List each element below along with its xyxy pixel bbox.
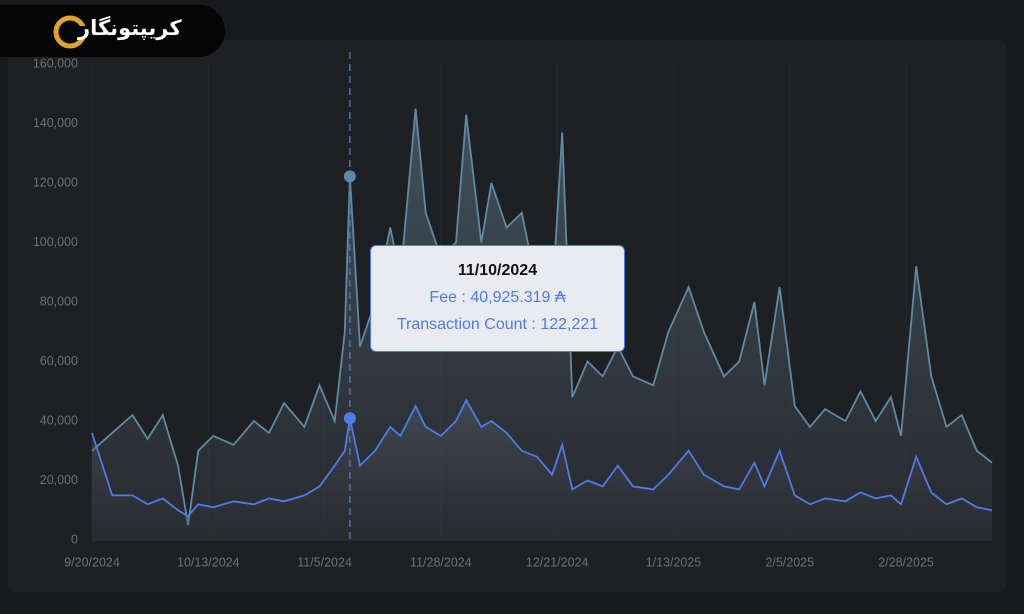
- x-tick-label: 1/13/2025: [646, 555, 702, 569]
- y-tick-label: 20,000: [40, 473, 78, 487]
- tooltip: 11/10/2024 Fee : 40,925.319 ₳ Transactio…: [370, 245, 625, 352]
- y-tick-label: 40,000: [40, 413, 78, 427]
- tooltip-sep: :: [531, 316, 536, 333]
- y-tick-label: 140,000: [33, 116, 78, 130]
- brand-badge: کریپتونگار: [0, 5, 225, 57]
- tooltip-value: 122,221: [540, 316, 599, 333]
- tooltip-series: Transaction Count: [396, 316, 527, 333]
- tooltip-title: 11/10/2024: [457, 262, 538, 279]
- tooltip-value: 40,925.319 ₳: [470, 289, 566, 306]
- brand-text: کریپتونگار: [78, 16, 182, 40]
- y-tick-label: 120,000: [33, 175, 78, 189]
- x-tick-label: 11/28/2024: [410, 555, 472, 569]
- x-tick-label: 2/28/2025: [878, 555, 934, 569]
- hover-dot: [343, 170, 356, 183]
- tooltip-row: Fee : 40,925.319 ₳: [371, 289, 624, 307]
- y-tick-label: 160,000: [33, 56, 78, 70]
- tooltip-series: Fee: [429, 289, 457, 306]
- x-tick-label: 2/5/2025: [765, 555, 814, 569]
- hover-dot: [343, 412, 356, 425]
- y-tick-label: 60,000: [40, 354, 78, 368]
- y-tick-label: 100,000: [33, 235, 78, 249]
- tooltip-row: Transaction Count : 122,221: [371, 316, 624, 334]
- x-tick-label: 10/13/2024: [177, 555, 240, 569]
- brand-icon: [53, 15, 87, 49]
- x-tick-label: 11/5/2024: [297, 555, 352, 569]
- y-tick-label: 80,000: [40, 294, 78, 308]
- y-tick-label: 0: [71, 532, 78, 546]
- tooltip-sep: :: [461, 289, 466, 306]
- area-fill: [92, 400, 992, 540]
- series-line: [91, 398, 993, 518]
- x-tick-label: 12/21/2024: [526, 555, 589, 569]
- x-tick-label: 9/20/2024: [64, 555, 120, 569]
